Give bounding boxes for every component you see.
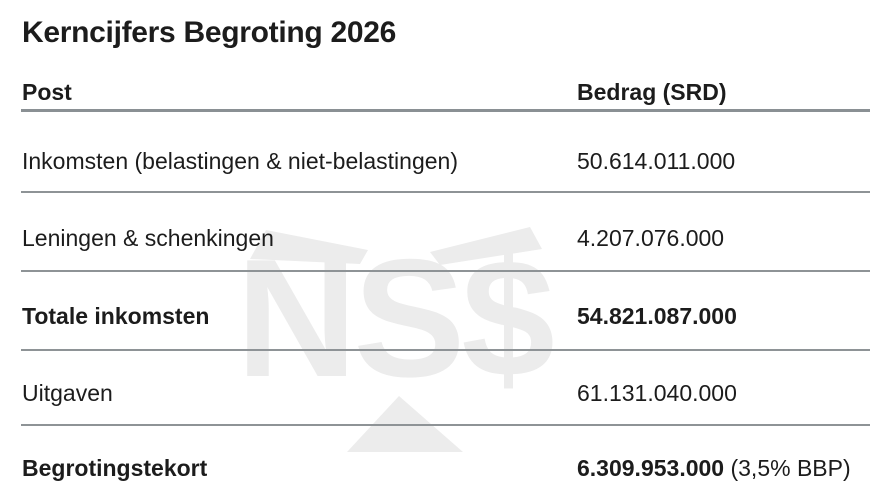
row-divider: [21, 349, 870, 351]
row-value: 61.131.040.000: [577, 380, 737, 406]
row-label: Totale inkomsten: [22, 303, 210, 329]
deficit-bbp-percentage: (3,5% BBP): [724, 455, 851, 481]
page-title: Kerncijfers Begroting 2026: [22, 16, 396, 49]
table-row: Leningen & schenkingen 4.207.076.000: [0, 224, 870, 254]
row-divider: [21, 424, 870, 426]
row-label: Leningen & schenkingen: [22, 225, 274, 251]
table-row: Inkomsten (belastingen & niet-belastinge…: [0, 147, 870, 177]
row-value: 4.207.076.000: [577, 225, 725, 251]
column-header-bedrag: Bedrag (SRD): [577, 79, 727, 105]
table-row: Uitgaven 61.131.040.000: [0, 379, 870, 409]
row-label: Inkomsten (belastingen & niet-belastinge…: [22, 148, 458, 174]
row-divider: [21, 191, 870, 193]
row-label: Uitgaven: [22, 380, 113, 406]
row-value: 50.614.011.000: [577, 148, 736, 174]
table-row-total-income: Totale inkomsten 54.821.087.000: [0, 302, 870, 332]
row-value: 6.309.953.000 (3,5% BBP): [577, 454, 851, 482]
header-underline: [21, 109, 870, 112]
table-header-row: Post Bedrag (SRD): [0, 78, 870, 108]
column-header-post: Post: [22, 79, 72, 105]
table-row-deficit: Begrotingstekort 6.309.953.000 (3,5% BBP…: [0, 454, 870, 484]
row-label: Begrotingstekort: [22, 455, 208, 481]
deficit-amount: 6.309.953.000: [577, 455, 725, 481]
row-divider: [21, 270, 870, 272]
row-value: 54.821.087.000: [577, 303, 737, 329]
